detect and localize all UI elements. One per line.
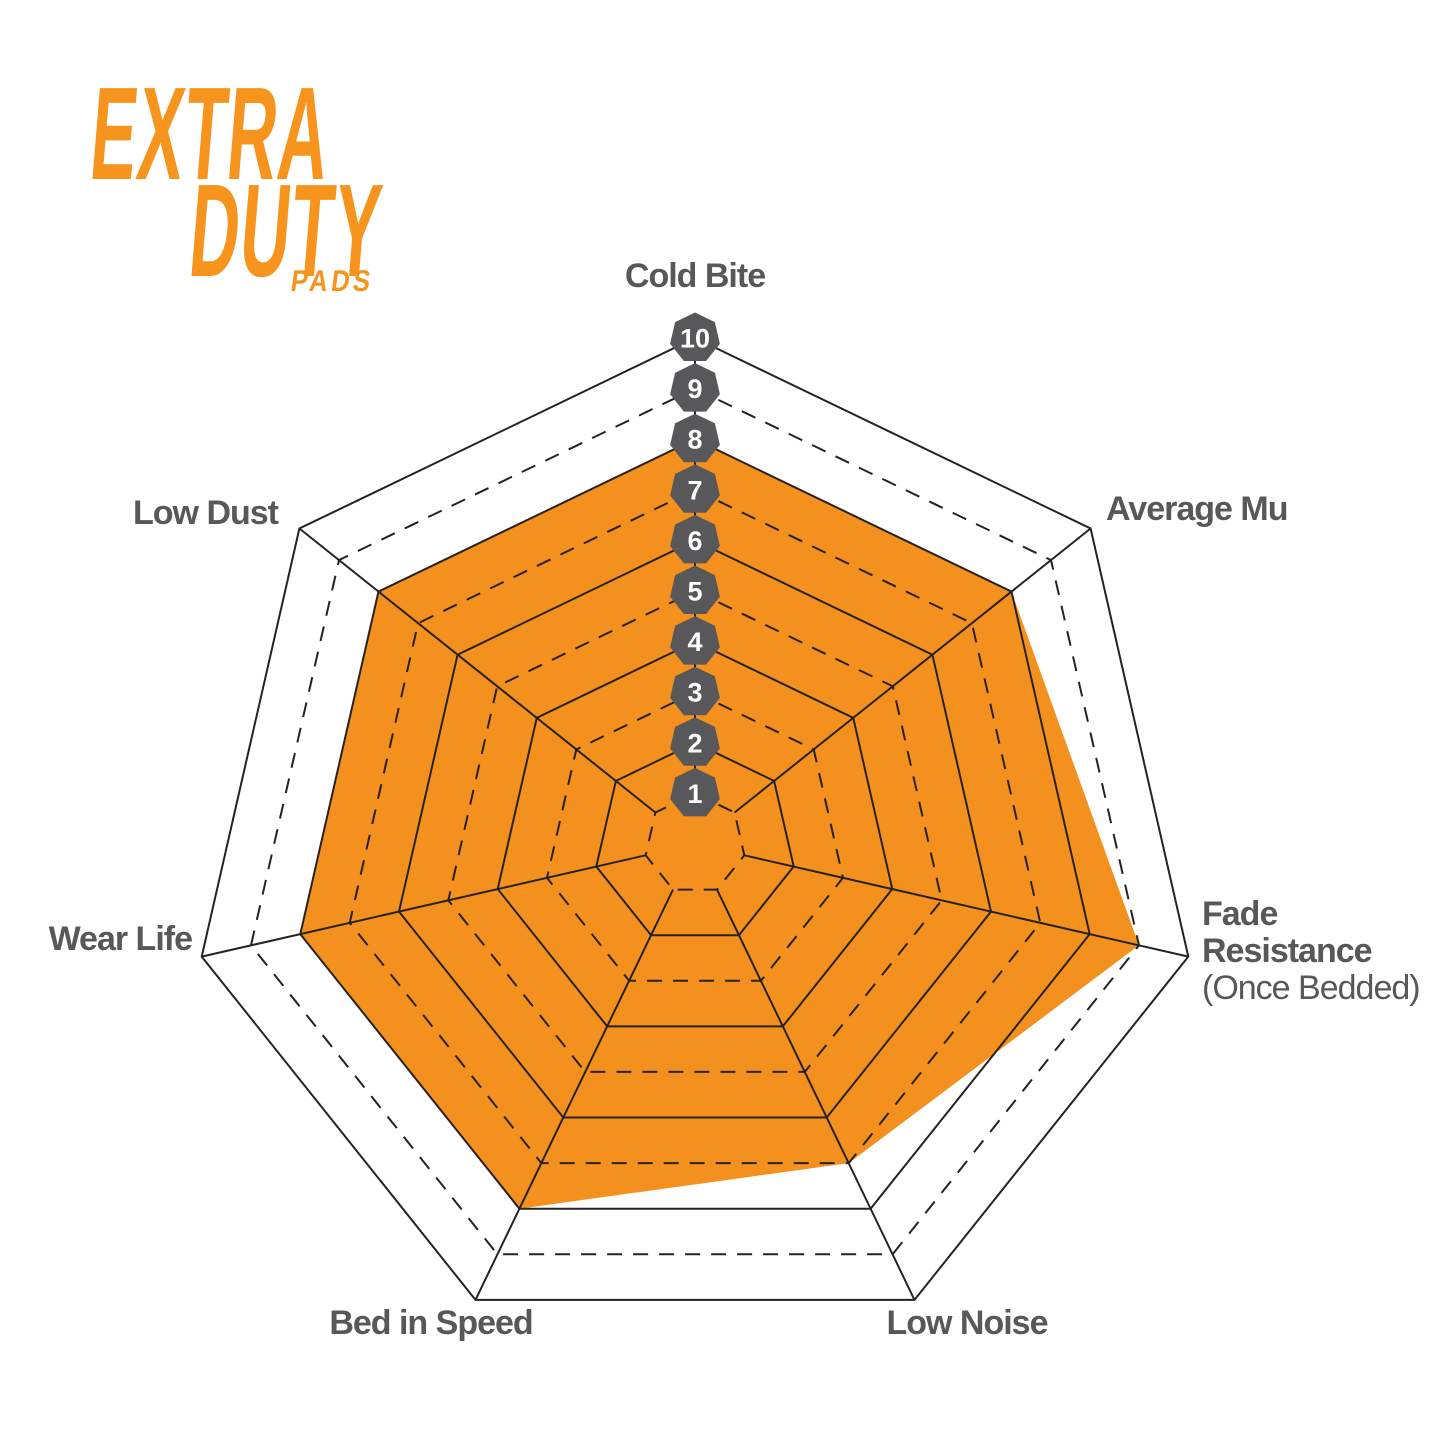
radar-ring-4: [496, 640, 894, 1028]
scale-badge-label-6: 6: [687, 526, 702, 556]
scale-badge-label-7: 7: [687, 475, 702, 505]
scale-badge-label-4: 4: [687, 627, 702, 657]
scale-badge-label-9: 9: [687, 374, 702, 404]
axis-label-bed-in-speed: Bed in Speed: [329, 1304, 533, 1342]
axis-label-average-mu: Average Mu: [1106, 490, 1288, 528]
scale-badge-3: [670, 666, 720, 716]
axis-label-cold-bite: Cold Bite: [624, 257, 766, 295]
radar-spoke: [733, 527, 1092, 814]
radar-spoke: [474, 889, 674, 1301]
scale-badge-8: [670, 413, 720, 463]
logo-pads-text: PADS: [288, 265, 376, 298]
axis-label-fade-sublabel: (Once Bedded): [1202, 969, 1421, 1007]
radar-ring-10: [200, 336, 1190, 1301]
scale-badge-9: [670, 363, 720, 412]
scale-badge-10: [670, 312, 720, 361]
radar-ring-8: [299, 438, 1091, 1210]
axis-label-wear-life: Wear Life: [48, 920, 193, 958]
scale-badge-label-10: 10: [680, 324, 710, 354]
scale-badge-6: [670, 514, 720, 564]
axis-label-low-dust: Low Dust: [133, 494, 279, 532]
scale-badge-5: [670, 565, 720, 614]
axis-label-fade-line2: Resistance: [1202, 932, 1373, 970]
radar-ring-2: [595, 741, 795, 937]
radar-ring-7: [348, 488, 1042, 1165]
scale-badge-4: [670, 616, 720, 665]
scale-badge-1: [670, 767, 720, 817]
series-polygon: [300, 439, 1139, 1209]
scale-badge-7: [670, 464, 720, 513]
scale-badge-2: [670, 717, 720, 766]
scale-badge-label-1: 1: [687, 779, 702, 809]
axis-label-fade-line1: Fade: [1202, 895, 1278, 933]
radar-spoke: [716, 889, 916, 1301]
radar-ring-3: [545, 691, 845, 982]
scale-badge-label-5: 5: [687, 577, 702, 607]
radar-spoke: [744, 854, 1189, 958]
radar-ring-5: [447, 589, 943, 1073]
axis-label-low-noise: Low Noise: [886, 1304, 1048, 1342]
radar-spoke: [298, 527, 657, 814]
radar-ring-9: [249, 387, 1141, 1256]
radar-ring-6: [397, 539, 993, 1119]
scale-badge-label-3: 3: [687, 678, 702, 708]
scale-badge-label-8: 8: [687, 425, 702, 455]
scale-badge-label-2: 2: [687, 728, 702, 758]
axis-label-fade-resistance: Fade Resistance (Once Bedded): [1202, 895, 1421, 1007]
radar-spoke: [201, 854, 646, 958]
